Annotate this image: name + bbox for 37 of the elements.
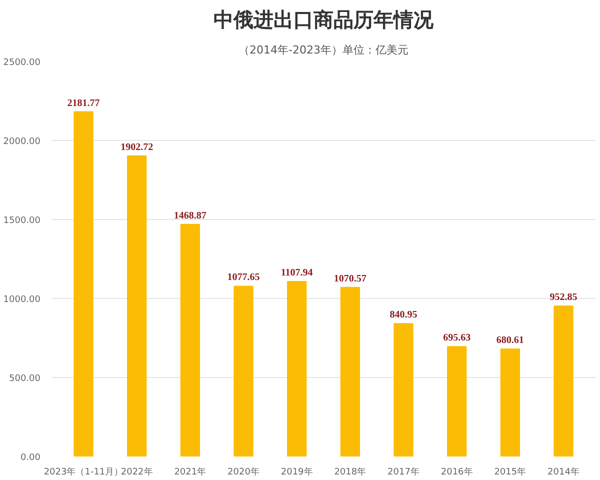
- data-label: 695.63: [443, 332, 471, 344]
- data-label: 1107.94: [280, 267, 313, 278]
- x-tick-label: 2020年: [228, 466, 260, 478]
- bar: [234, 286, 254, 456]
- chart-subtitle: （2014年-2023年）单位：亿美元: [238, 44, 408, 56]
- bar: [74, 111, 94, 456]
- x-tick-label: 2017年: [388, 466, 420, 478]
- bar: [394, 323, 414, 456]
- x-tick-label: 2015年: [494, 466, 526, 478]
- y-tick-label: 2500.00: [3, 58, 41, 68]
- x-tick-label: 2018年: [334, 466, 366, 478]
- data-label: 840.95: [390, 310, 418, 321]
- x-tick-label: 2021年: [174, 466, 206, 478]
- data-label: 680.61: [496, 334, 524, 346]
- y-tick-label: 0.00: [20, 453, 41, 463]
- bar: [340, 286, 360, 456]
- data-label: 1070.57: [334, 273, 366, 284]
- bar: [287, 280, 307, 456]
- bar: [127, 155, 147, 456]
- y-tick-label: 2000.00: [3, 137, 41, 147]
- y-tick-label: 500.00: [9, 374, 41, 384]
- data-label: 2181.77: [67, 98, 100, 109]
- bar: [180, 224, 200, 456]
- bar: [554, 305, 574, 456]
- x-tick-label: 2019年: [280, 466, 313, 478]
- chart-title: 中俄进出口商品历年情况: [214, 8, 434, 32]
- data-label: 1077.65: [227, 272, 260, 284]
- x-tick-label: 2022年: [120, 466, 153, 478]
- x-tick-label: 2016年: [440, 466, 473, 478]
- x-tick-label: 2014年: [548, 466, 580, 478]
- data-label: 1902.72: [120, 142, 154, 153]
- y-tick-label: 1500.00: [3, 216, 41, 226]
- y-tick-label: 1000.00: [3, 295, 41, 305]
- bar: [500, 348, 520, 456]
- bar: [447, 346, 467, 456]
- data-label: 952.85: [550, 292, 578, 303]
- data-label: 1468.87: [174, 210, 206, 222]
